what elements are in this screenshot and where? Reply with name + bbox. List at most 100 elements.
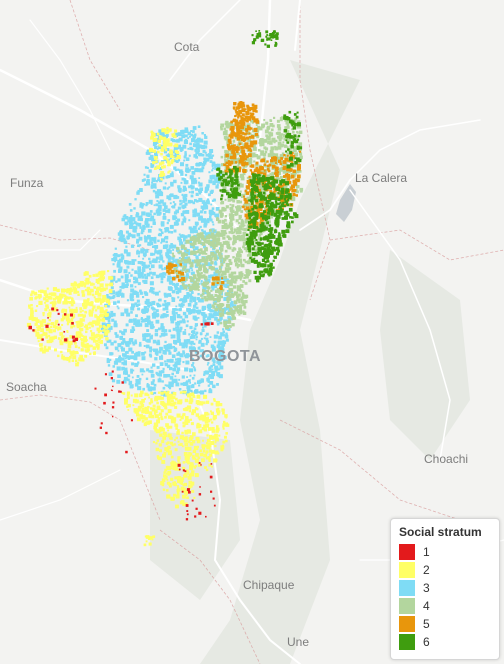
stratum-block bbox=[162, 165, 166, 169]
stratum-block bbox=[163, 142, 168, 147]
stratum-block bbox=[239, 200, 242, 204]
stratum-block bbox=[189, 466, 193, 471]
stratum-block bbox=[82, 316, 85, 319]
stratum-block bbox=[190, 130, 193, 133]
stratum-block bbox=[250, 195, 254, 199]
stratum-block bbox=[114, 346, 119, 351]
stratum-block bbox=[275, 36, 279, 40]
stratum-block bbox=[163, 244, 166, 248]
stratum-block bbox=[121, 217, 125, 222]
stratum-block bbox=[184, 490, 188, 495]
stratum-block bbox=[159, 346, 163, 351]
stratum-block bbox=[175, 326, 178, 329]
stratum-block bbox=[227, 292, 231, 296]
stratum-block bbox=[290, 168, 293, 171]
stratum-block bbox=[206, 285, 210, 289]
stratum-block bbox=[194, 187, 198, 191]
stratum-block bbox=[183, 275, 186, 278]
stratum-block bbox=[29, 296, 33, 301]
stratum-block bbox=[235, 230, 240, 235]
stratum-block bbox=[171, 171, 174, 174]
stratum-block bbox=[185, 346, 188, 349]
stratum-block bbox=[241, 163, 245, 167]
stratum-block bbox=[242, 104, 246, 108]
stratum-block bbox=[206, 378, 210, 382]
stratum-block bbox=[161, 478, 166, 482]
stratum-block bbox=[161, 148, 164, 151]
stratum-block bbox=[151, 133, 154, 136]
stratum-block bbox=[192, 209, 196, 214]
stratum-block bbox=[201, 200, 206, 204]
stratum-block bbox=[168, 329, 172, 333]
stratum-block bbox=[199, 258, 203, 263]
stratum-block bbox=[166, 494, 171, 499]
stratum-block bbox=[204, 297, 209, 302]
stratum-block bbox=[237, 251, 241, 255]
stratum-block bbox=[233, 132, 238, 137]
stratum-block bbox=[217, 235, 220, 238]
stratum-block bbox=[249, 114, 254, 119]
stratum-block bbox=[160, 171, 165, 175]
stratum-block bbox=[48, 328, 51, 331]
stratum-block bbox=[242, 311, 247, 315]
stratum-block bbox=[299, 150, 302, 153]
stratum-block bbox=[146, 384, 150, 388]
stratum-block bbox=[149, 213, 152, 216]
stratum-block bbox=[214, 369, 218, 373]
stratum-block bbox=[148, 542, 152, 546]
stratum-block bbox=[162, 202, 167, 207]
stratum-block bbox=[290, 184, 295, 189]
stratum-block bbox=[239, 278, 242, 281]
stratum-block bbox=[117, 265, 120, 268]
stratum-block bbox=[149, 281, 154, 286]
stratum-block bbox=[224, 169, 228, 173]
stratum-block bbox=[205, 252, 208, 255]
stratum-block bbox=[149, 346, 153, 350]
stratum-block bbox=[185, 167, 190, 172]
stratum-block bbox=[152, 271, 156, 276]
stratum-block bbox=[200, 401, 203, 404]
stratum-block bbox=[191, 377, 195, 380]
stratum-block bbox=[243, 274, 246, 276]
stratum-block bbox=[173, 364, 178, 368]
stratum-block bbox=[144, 333, 149, 338]
stratum-block bbox=[140, 231, 144, 235]
stratum-block bbox=[183, 179, 186, 182]
stratum-block bbox=[291, 154, 296, 159]
stratum-block bbox=[105, 283, 109, 287]
stratum-block bbox=[164, 447, 168, 451]
stratum-block bbox=[28, 306, 31, 309]
stratum-block bbox=[102, 330, 105, 334]
stratum-block bbox=[278, 159, 282, 163]
stratum-block bbox=[176, 196, 180, 199]
stratum-block bbox=[142, 268, 146, 272]
stratum-block bbox=[246, 196, 251, 201]
stratum-block bbox=[219, 314, 223, 318]
stratum-block bbox=[81, 335, 84, 338]
stratum-block bbox=[245, 209, 248, 212]
stratum-block bbox=[181, 318, 186, 322]
stratum-block bbox=[164, 340, 167, 344]
stratum-block bbox=[201, 162, 206, 167]
stratum-block bbox=[133, 276, 137, 281]
stratum-block bbox=[137, 261, 141, 265]
stratum-block bbox=[61, 324, 64, 326]
stratum-block bbox=[166, 489, 169, 492]
stratum-block bbox=[89, 352, 92, 355]
stratum-block bbox=[126, 391, 130, 395]
stratum-block bbox=[159, 254, 163, 258]
stratum-block bbox=[50, 325, 53, 329]
stratum-block bbox=[228, 231, 232, 234]
stratum-block bbox=[185, 368, 189, 371]
stratum-block bbox=[237, 263, 241, 267]
stratum-block bbox=[202, 289, 206, 293]
stratum-block bbox=[178, 144, 182, 148]
stratum-block bbox=[111, 352, 114, 355]
stratum-block bbox=[174, 143, 179, 148]
stratum-block bbox=[280, 190, 285, 195]
stratum-block bbox=[127, 219, 131, 223]
stratum-block bbox=[285, 120, 290, 125]
stratum-block bbox=[158, 162, 162, 166]
stratum-block bbox=[155, 180, 158, 183]
